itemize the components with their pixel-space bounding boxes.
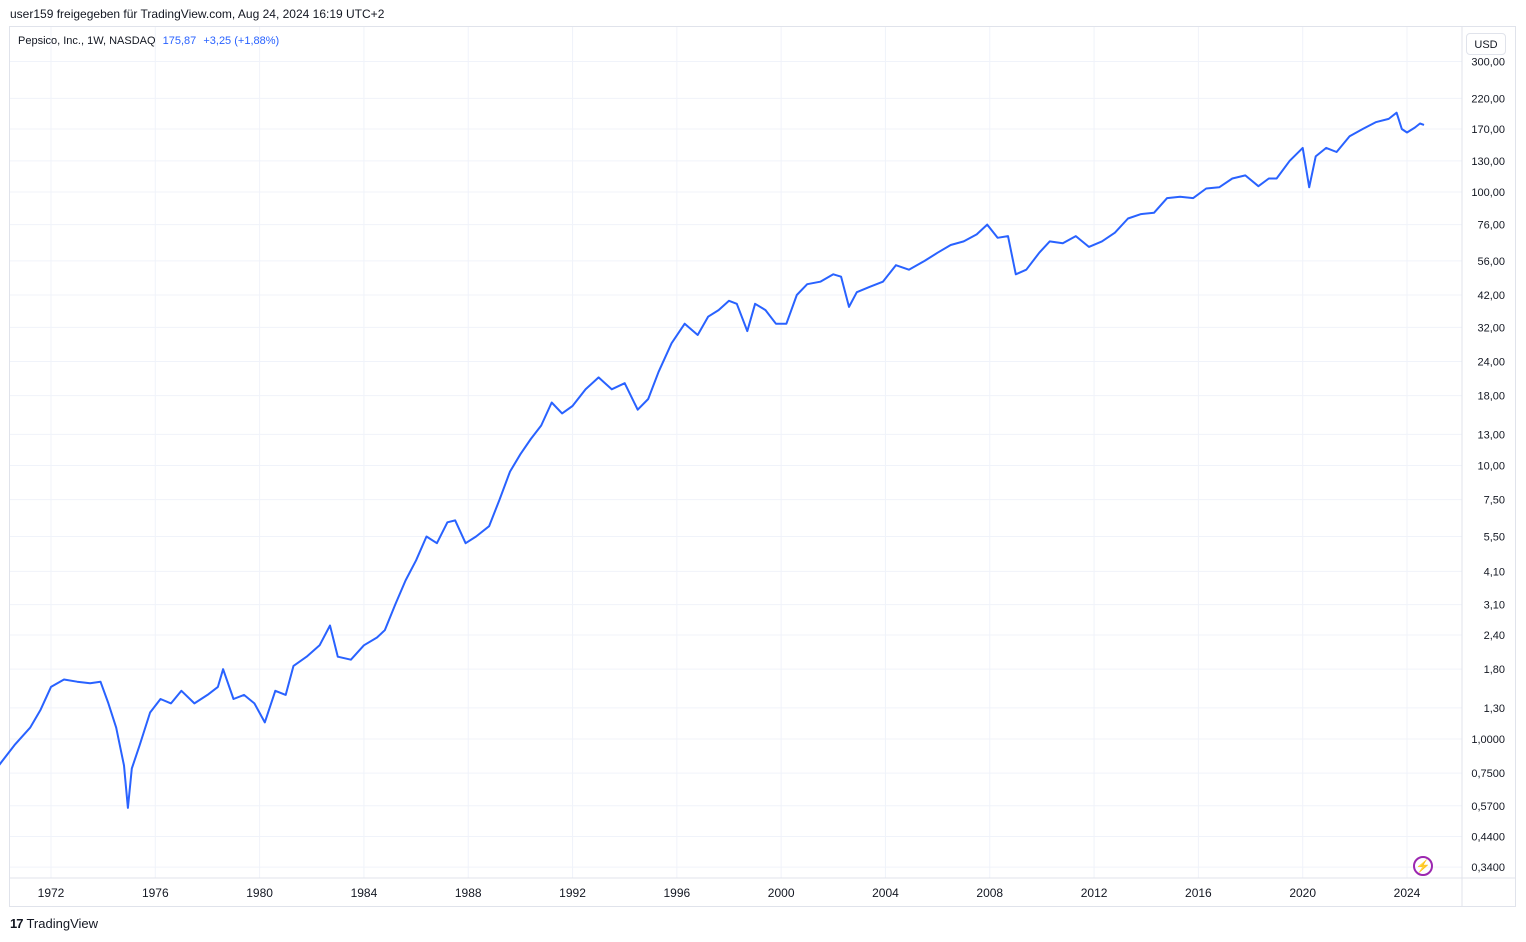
y-tick-label: 18,00 (1477, 391, 1505, 403)
y-tick-label: 170,00 (1471, 124, 1505, 136)
last-price: 175,87 (162, 35, 197, 47)
y-tick-label: 7,50 (1484, 495, 1505, 507)
y-tick-label: 42,00 (1477, 290, 1505, 302)
x-tick-label: 1976 (142, 886, 169, 900)
y-tick-label: 4,10 (1484, 566, 1505, 578)
footer-brand[interactable]: 17 TradingView (10, 916, 98, 931)
share-caption: user159 freigegeben für TradingView.com,… (10, 7, 385, 21)
x-tick-label: 1984 (351, 886, 378, 900)
y-tick-label: 2,40 (1484, 630, 1505, 642)
lightning-icon[interactable]: ⚡ (1413, 856, 1433, 876)
x-tick-label: 2004 (872, 886, 899, 900)
y-tick-label: 0,4400 (1471, 832, 1505, 844)
x-tick-label: 2000 (768, 886, 795, 900)
tradingview-logo-icon: 17 (10, 916, 24, 931)
y-tick-label: 220,00 (1471, 93, 1505, 105)
symbol-name: Pepsico, Inc., 1W, NASDAQ (18, 35, 156, 47)
x-tick-label: 1980 (246, 886, 273, 900)
y-tick-label: 100,00 (1471, 187, 1505, 199)
y-tick-label: 0,3400 (1471, 862, 1505, 874)
y-tick-label: 10,00 (1477, 461, 1505, 473)
x-tick-label: 2016 (1185, 886, 1212, 900)
x-tick-label: 2012 (1081, 886, 1108, 900)
x-tick-label: 2020 (1289, 886, 1316, 900)
y-tick-label: 0,7500 (1471, 768, 1505, 780)
y-tick-label: 1,30 (1484, 703, 1505, 715)
y-tick-label: 56,00 (1477, 256, 1505, 268)
y-tick-label: 0,5700 (1471, 801, 1505, 813)
x-tick-label: 1992 (559, 886, 586, 900)
x-tick-label: 1988 (455, 886, 482, 900)
brand-name: TradingView (26, 916, 99, 931)
symbol-legend[interactable]: Pepsico, Inc., 1W, NASDAQ 175,87 +3,25 (… (18, 35, 279, 47)
price-line (0, 111, 1425, 809)
y-tick-label: 1,0000 (1471, 734, 1505, 746)
price-change: +3,25 (+1,88%) (203, 35, 280, 47)
chart-grid (10, 27, 1515, 906)
y-tick-label: 24,00 (1477, 357, 1505, 369)
y-tick-label: 76,00 (1477, 220, 1505, 232)
chart-frame (9, 26, 1516, 907)
time-axis: 1972 1976 1980 1984 1988 1992 1996 2000 2004 2008… (38, 886, 1421, 900)
y-tick-label: 5,50 (1484, 532, 1505, 544)
x-tick-label: 1972 (38, 886, 65, 900)
x-tick-label: 2008 (976, 886, 1003, 900)
y-tick-label: 130,00 (1471, 156, 1505, 168)
price-axis: 300,00 220,00 170,00 130,00 100,00 76,00 56,00… (1471, 57, 1505, 875)
x-tick-label: 2024 (1394, 886, 1421, 900)
y-tick-label: 3,10 (1484, 600, 1505, 612)
y-tick-label: 13,00 (1477, 429, 1505, 441)
y-tick-label: 1,80 (1484, 664, 1505, 676)
y-tick-label: 32,00 (1477, 322, 1505, 334)
y-tick-label: 300,00 (1471, 57, 1505, 69)
currency-button[interactable]: USD (1466, 33, 1506, 55)
x-tick-label: 1996 (663, 886, 690, 900)
